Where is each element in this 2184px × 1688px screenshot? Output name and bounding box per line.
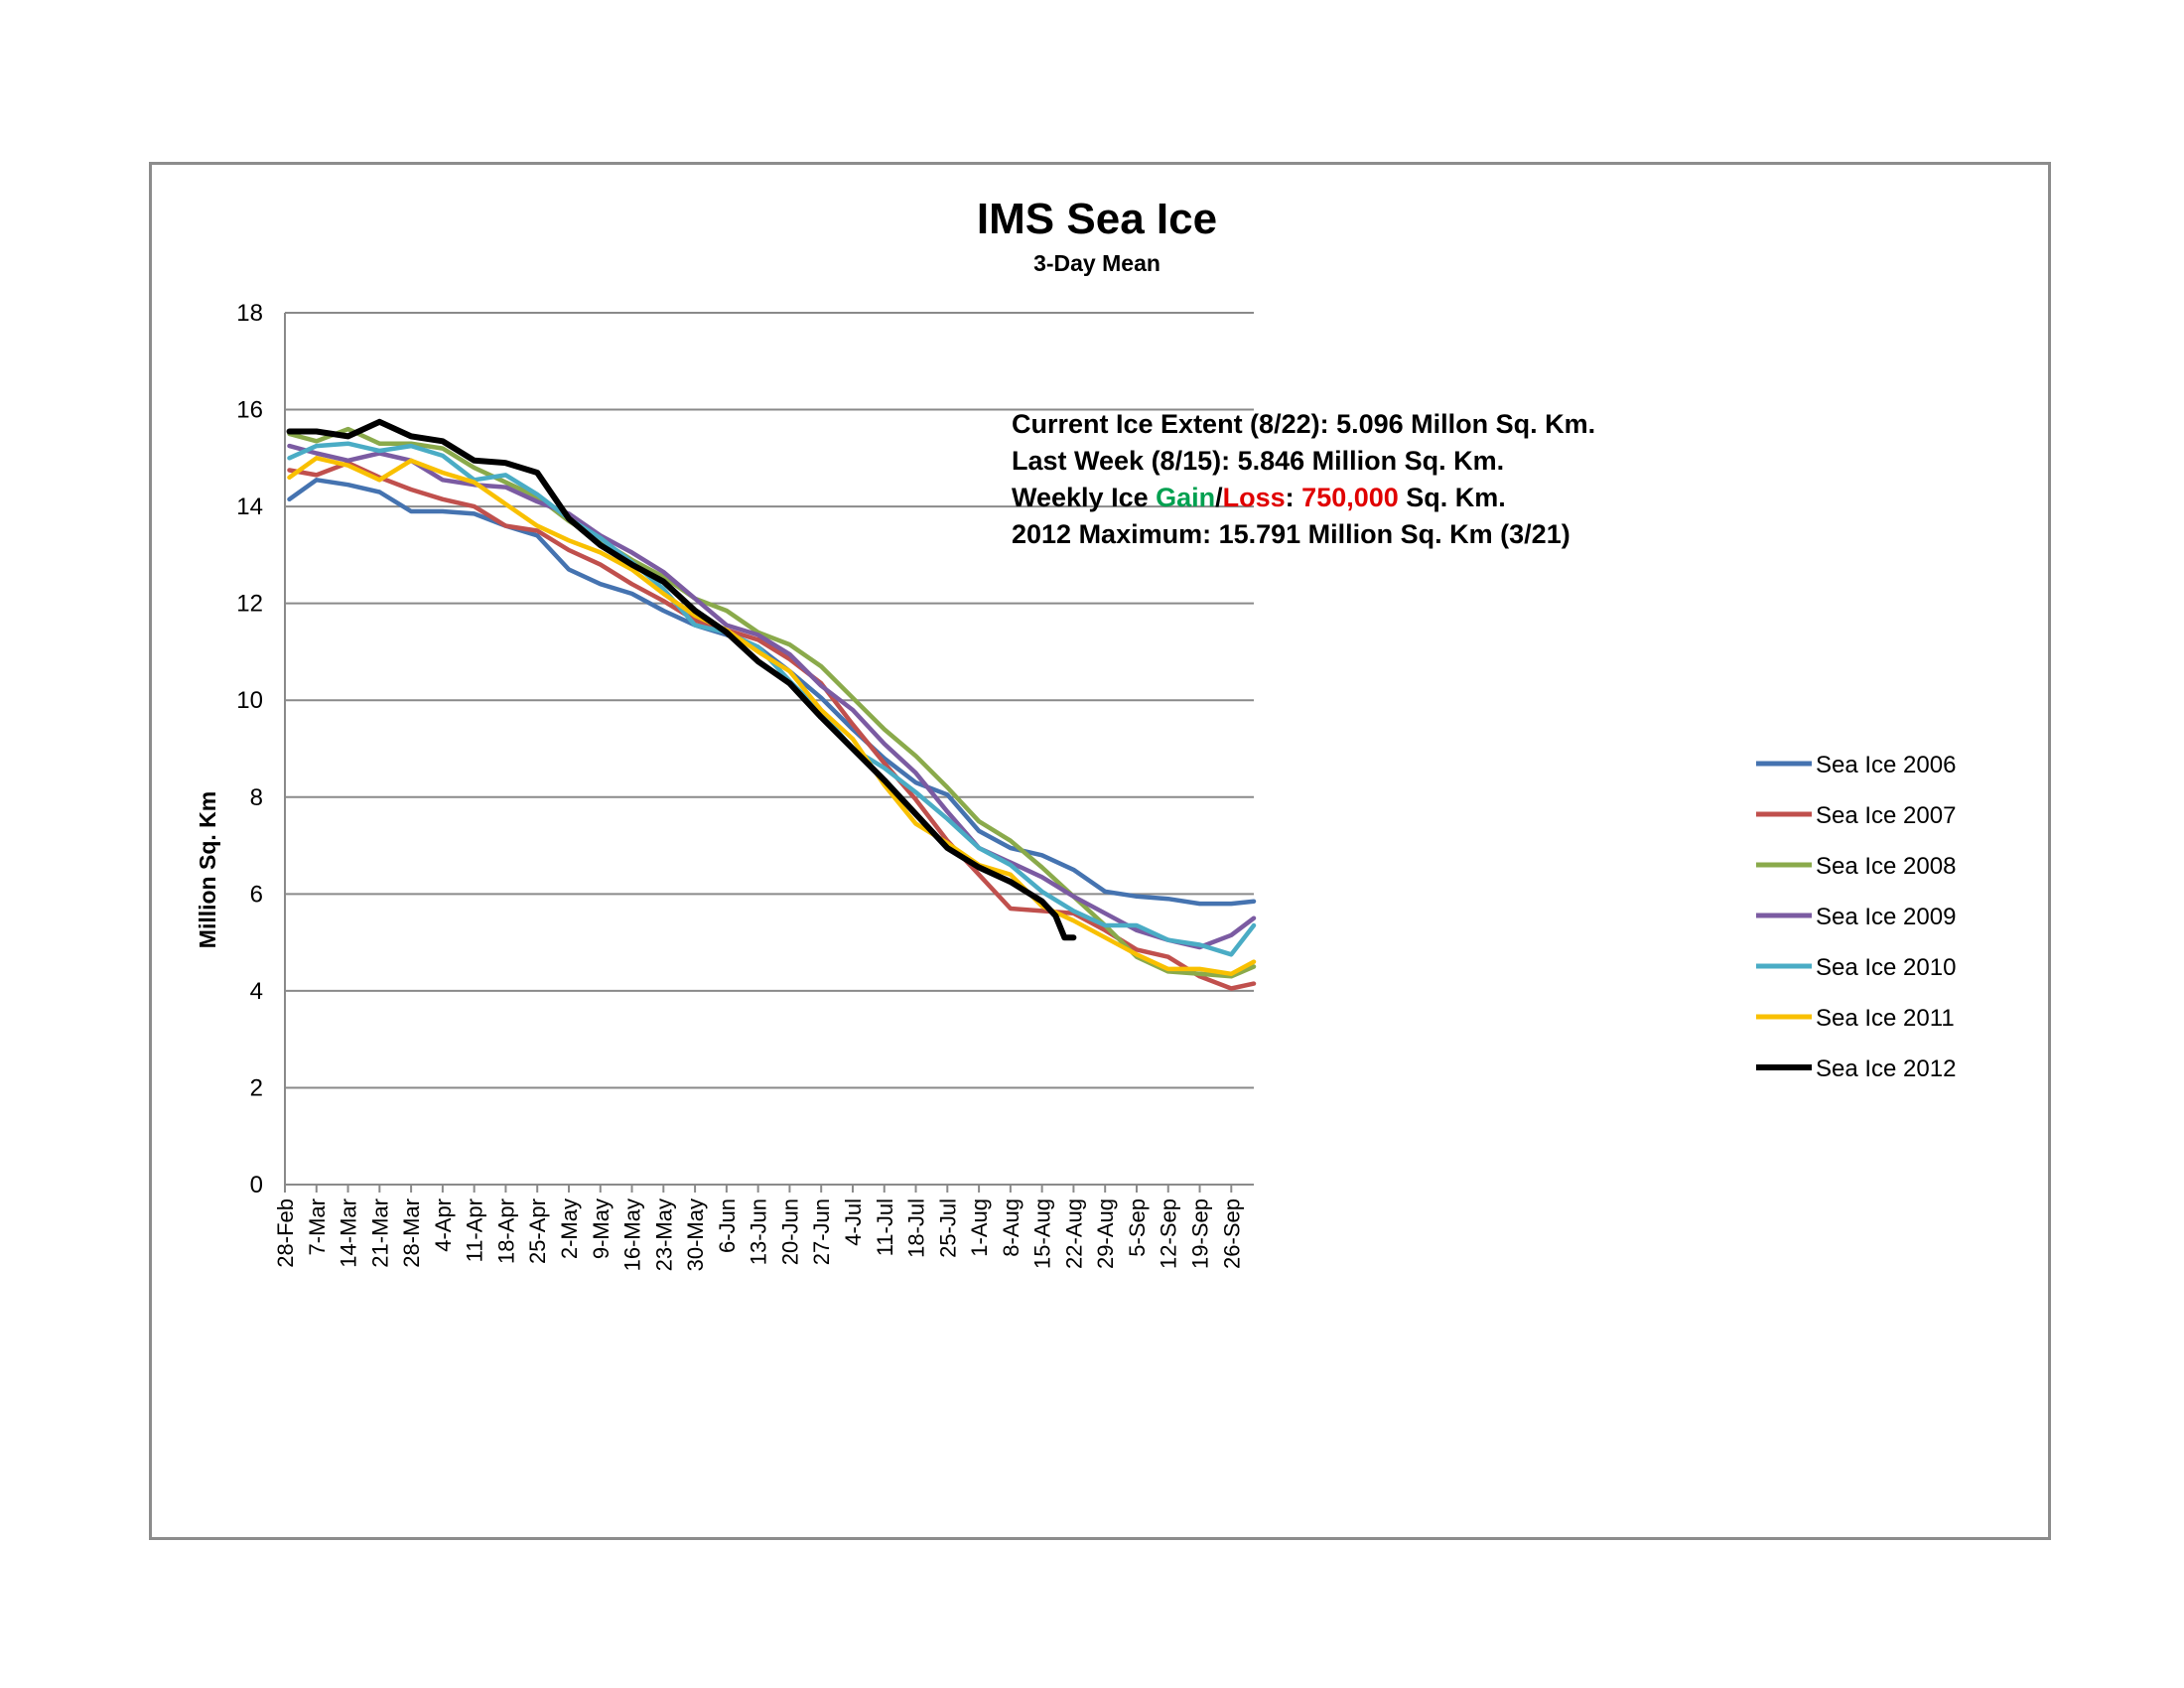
chart-subtitle: 3-Day Mean xyxy=(1033,250,1160,276)
x-tick-label: 18-Jul xyxy=(904,1198,929,1258)
weekly-colon: : xyxy=(1286,483,1302,512)
x-tick-label: 26-Sep xyxy=(1219,1198,1244,1269)
series-line-sea-ice-2007 xyxy=(287,460,1257,991)
weekly-prefix: Weekly Ice xyxy=(1012,483,1156,512)
y-tick-label: 16 xyxy=(236,397,263,424)
legend-label: Sea Ice 2007 xyxy=(1816,802,1956,829)
x-tick-label: 16-May xyxy=(620,1198,645,1271)
x-tick-label: 30-May xyxy=(683,1198,708,1271)
x-tick-label: 18-Apr xyxy=(493,1198,518,1264)
x-tick-label: 21-Mar xyxy=(367,1198,392,1268)
x-tick-label: 29-Aug xyxy=(1093,1198,1118,1269)
x-tick-label: 12-Sep xyxy=(1157,1198,1181,1269)
weekly-suffix: Sq. Km. xyxy=(1399,483,1506,512)
annotation-last-week: Last Week (8/15): 5.846 Million Sq. Km. xyxy=(1012,446,1504,476)
legend-label: Sea Ice 2011 xyxy=(1816,1005,1955,1032)
annotation-box: Current Ice Extent (8/22): 5.096 Millon … xyxy=(1012,409,1595,549)
weekly-sep: / xyxy=(1215,483,1223,512)
y-axis-ticks: 0 2 4 6 8 10 12 14 16 18 xyxy=(236,300,263,1198)
legend: Sea Ice 2006 Sea Ice 2007 Sea Ice 2008 Sea … xyxy=(1756,752,1956,1082)
y-axis-label: Million Sq. Km xyxy=(195,791,220,948)
x-tick-label: 7-Mar xyxy=(305,1198,330,1255)
x-axis-ticks: 28-Feb 7-Mar 14-Mar 21-Mar 28-Mar 4-Apr 11-Apr… xyxy=(273,1185,1244,1271)
chart-title: IMS Sea Ice xyxy=(977,195,1217,243)
x-tick-label: 4-Jul xyxy=(841,1198,866,1246)
x-tick-label: 19-Sep xyxy=(1188,1198,1213,1269)
x-tick-label: 6-Jun xyxy=(715,1198,740,1253)
x-tick-label: 22-Aug xyxy=(1061,1198,1086,1269)
x-tick-label: 8-Aug xyxy=(999,1198,1024,1257)
x-tick-label: 2-May xyxy=(557,1198,582,1259)
series-line-sea-ice-2012 xyxy=(286,418,1077,941)
y-tick-label: 18 xyxy=(236,300,263,327)
x-tick-label: 28-Feb xyxy=(273,1198,298,1268)
y-tick-label: 0 xyxy=(250,1172,263,1198)
x-tick-label: 13-Jun xyxy=(747,1198,771,1265)
weekly-loss: Loss xyxy=(1223,483,1286,512)
x-tick-label: 27-Jun xyxy=(809,1198,834,1265)
weekly-value: 750,000 xyxy=(1301,483,1399,512)
x-tick-label: 15-Aug xyxy=(1030,1198,1055,1269)
weekly-gain: Gain xyxy=(1156,483,1215,512)
x-tick-label: 11-Apr xyxy=(463,1198,487,1262)
x-tick-label: 4-Apr xyxy=(431,1198,456,1252)
x-tick-label: 14-Mar xyxy=(337,1198,361,1268)
x-tick-label: 23-May xyxy=(651,1198,676,1271)
y-tick-label: 12 xyxy=(236,591,263,618)
legend-label: Sea Ice 2009 xyxy=(1816,904,1956,930)
y-tick-label: 6 xyxy=(250,881,263,908)
annotation-weekly-change: Weekly Ice Gain/Loss: 750,000 Sq. Km. xyxy=(1012,483,1506,512)
chart-frame: IMS Sea Ice 3-Day Mean 0 2 4 6 8 10 12 14 16 18 2… xyxy=(149,162,2051,1540)
x-tick-label: 20-Jun xyxy=(777,1198,802,1265)
gridlines xyxy=(284,312,1254,1186)
y-tick-label: 4 xyxy=(250,978,263,1005)
legend-label: Sea Ice 2006 xyxy=(1816,752,1956,778)
legend-label: Sea Ice 2010 xyxy=(1816,954,1956,981)
x-tick-label: 25-Apr xyxy=(525,1198,550,1264)
x-tick-label: 28-Mar xyxy=(399,1198,424,1268)
legend-label: Sea Ice 2012 xyxy=(1816,1055,1956,1082)
annotation-max: 2012 Maximum: 15.791 Million Sq. Km (3/2… xyxy=(1012,519,1570,549)
x-tick-label: 1-Aug xyxy=(967,1198,992,1257)
series-line-sea-ice-2009 xyxy=(287,443,1257,950)
y-tick-label: 2 xyxy=(250,1074,263,1101)
y-tick-label: 8 xyxy=(250,784,263,811)
series-line-sea-ice-2011 xyxy=(287,456,1257,977)
x-tick-label: 9-May xyxy=(589,1198,614,1259)
x-tick-label: 11-Jul xyxy=(873,1198,897,1256)
y-tick-label: 10 xyxy=(236,687,263,714)
x-tick-label: 5-Sep xyxy=(1125,1198,1150,1257)
y-tick-label: 14 xyxy=(236,493,263,520)
annotation-current-extent: Current Ice Extent (8/22): 5.096 Millon … xyxy=(1012,409,1595,439)
sea-ice-line-chart: IMS Sea Ice 3-Day Mean 0 2 4 6 8 10 12 14 16 18 2… xyxy=(195,195,1956,1271)
series-lines xyxy=(286,418,1257,991)
x-tick-label: 25-Jul xyxy=(935,1198,960,1258)
legend-label: Sea Ice 2008 xyxy=(1816,853,1956,880)
